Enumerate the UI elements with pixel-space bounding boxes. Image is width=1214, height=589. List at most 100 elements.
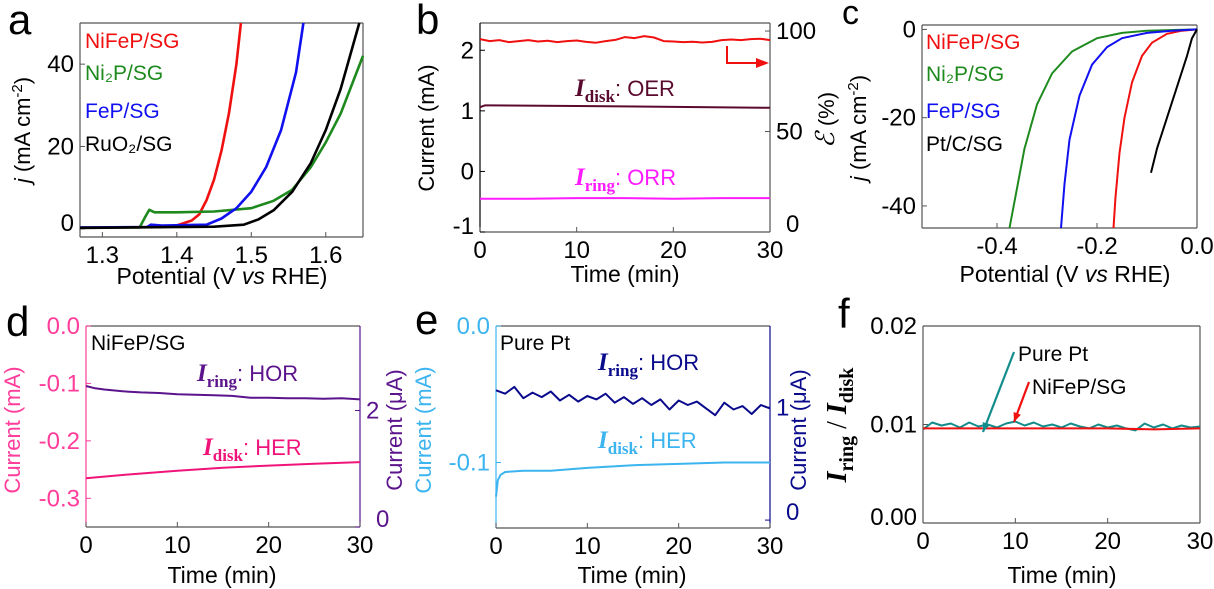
x-tick-label: 0 — [489, 533, 502, 560]
text-part: ring — [585, 176, 616, 195]
y-tick-label: -40 — [881, 193, 916, 220]
x-tick-label: 30 — [757, 533, 784, 560]
text-part: j — [10, 177, 35, 186]
series-annotation: Idisk: OER — [574, 75, 675, 106]
series-line-fep-sg — [1060, 28, 1198, 229]
text-part: / — [822, 414, 853, 436]
y-tick-label: 40 — [47, 51, 74, 78]
text-part: Time (min) — [167, 562, 276, 588]
series-line-nifep-sg — [923, 427, 1201, 431]
series-line-pt-c-sg — [1150, 28, 1198, 174]
text-part: Time (min) — [577, 562, 686, 588]
y2-axis-label: ℰ (%) — [810, 92, 840, 148]
series-line-b-2 — [480, 197, 770, 200]
panel-c: c -0.4 -0.2 0.0 0 -20 -40 Potential (V vs RHE) j… — [842, 0, 1214, 287]
y-tick-label: -20 — [881, 105, 916, 132]
text-part: Time (min) — [570, 261, 679, 287]
y-tick-label: 0 — [61, 210, 74, 237]
y2-tick-label: 50 — [776, 119, 803, 146]
x-tick-label: 0 — [473, 237, 486, 264]
y2-tick-label: 0 — [376, 506, 389, 533]
x-axis-label: Time (min) — [570, 261, 679, 287]
panel-title: Pure Pt — [500, 332, 570, 355]
text-part: -2 — [845, 82, 862, 95]
x-tick-label: 10 — [563, 237, 590, 264]
y-tick-label: -0.3 — [39, 485, 80, 512]
text-part: Current (μA) — [382, 369, 407, 490]
text-part: Current (μA) — [786, 369, 811, 490]
series-annotation: Idisk: HER — [202, 434, 302, 465]
text-part: I — [822, 470, 853, 483]
right-axis-arrow — [726, 46, 758, 64]
panel-letter: a — [8, 0, 32, 43]
series-annotation: Iring: ORR — [574, 164, 676, 195]
text-part: (%) — [814, 92, 839, 132]
x-tick-label: 0 — [79, 532, 92, 559]
text-part: disk — [836, 367, 858, 403]
text-part: ) — [846, 75, 871, 82]
text-part: I — [574, 75, 586, 102]
text-part: RHE) — [1108, 261, 1171, 287]
y-tick-label: 0.01 — [870, 412, 917, 439]
y-axis-label: Current (mA) — [414, 64, 439, 191]
x-tick-label: 10 — [164, 532, 191, 559]
series-line-e-0 — [495, 385, 771, 417]
y-tick-label: -0.1 — [449, 449, 490, 476]
y-tick-label: 0 — [903, 16, 916, 43]
series-annotation: Idisk: HER — [597, 427, 697, 458]
y2-tick-label: 1 — [776, 394, 789, 421]
x-tick-label: 30 — [757, 237, 784, 264]
x-tick-label: 30 — [347, 532, 374, 559]
legend-entry: Pt/C/SG — [926, 133, 1003, 156]
series-line-d-0 — [85, 385, 361, 401]
text-part: : HOR — [638, 350, 699, 375]
series-line-ni-p-sg — [1008, 28, 1198, 229]
x-tick-label: 20 — [665, 533, 692, 560]
text-part: I — [597, 427, 609, 454]
series-label: NiFeP/SG — [1032, 376, 1127, 399]
series-annotation: Iring: HOR — [196, 360, 298, 391]
x-tick-label: 30 — [1187, 528, 1214, 555]
text-part: disk — [585, 87, 616, 106]
text-part: I — [202, 434, 214, 461]
text-part: disk — [213, 446, 244, 465]
y-tick-label: 0 — [461, 158, 474, 185]
text-part: I — [196, 360, 208, 387]
x-tick-label: 10 — [1002, 528, 1029, 555]
text-part: I — [822, 402, 853, 415]
y2-tick-label: 0 — [786, 499, 799, 526]
text-part: disk — [608, 439, 639, 458]
text-part: RHE) — [265, 263, 328, 289]
y-tick-label: -0.1 — [39, 370, 80, 397]
x-tick-label: 1.3 — [86, 242, 119, 269]
legend-entry: Ni₂P/SG — [926, 63, 1004, 86]
panel-letter: c — [842, 0, 859, 32]
x-tick-label: 0 — [916, 528, 929, 555]
y-tick-label: -1 — [453, 213, 474, 240]
x-tick-label: 1.4 — [160, 242, 193, 269]
panel-letter: e — [415, 296, 438, 343]
x-tick-label: 20 — [255, 532, 282, 559]
x-tick-label: 0.0 — [1180, 233, 1213, 260]
text-part: : HER — [638, 428, 697, 453]
series-line-nifep-sg — [1112, 28, 1198, 229]
series-line-e-1 — [495, 461, 770, 497]
text-part: ring — [207, 372, 238, 391]
legend-entry: FeP/SG — [926, 100, 1001, 123]
text-part: ring — [836, 436, 858, 472]
arrow-head — [982, 422, 990, 432]
y-tick-label: 2 — [461, 37, 474, 64]
y-tick-label: 20 — [47, 133, 74, 160]
text-part: Current (mA) — [0, 366, 25, 493]
y2-tick-label: 0 — [786, 211, 799, 238]
series-line-fep-sg — [79, 22, 305, 229]
text-part: I — [597, 349, 609, 376]
text-part: : OER — [615, 76, 675, 101]
panel-letter: d — [6, 298, 29, 345]
text-part: Potential (V — [960, 261, 1085, 287]
annotation-arrow — [981, 351, 1016, 433]
text-part: vs — [242, 263, 266, 289]
y-tick-label: 0.0 — [47, 313, 80, 340]
y-tick-label: -0.2 — [39, 428, 80, 455]
